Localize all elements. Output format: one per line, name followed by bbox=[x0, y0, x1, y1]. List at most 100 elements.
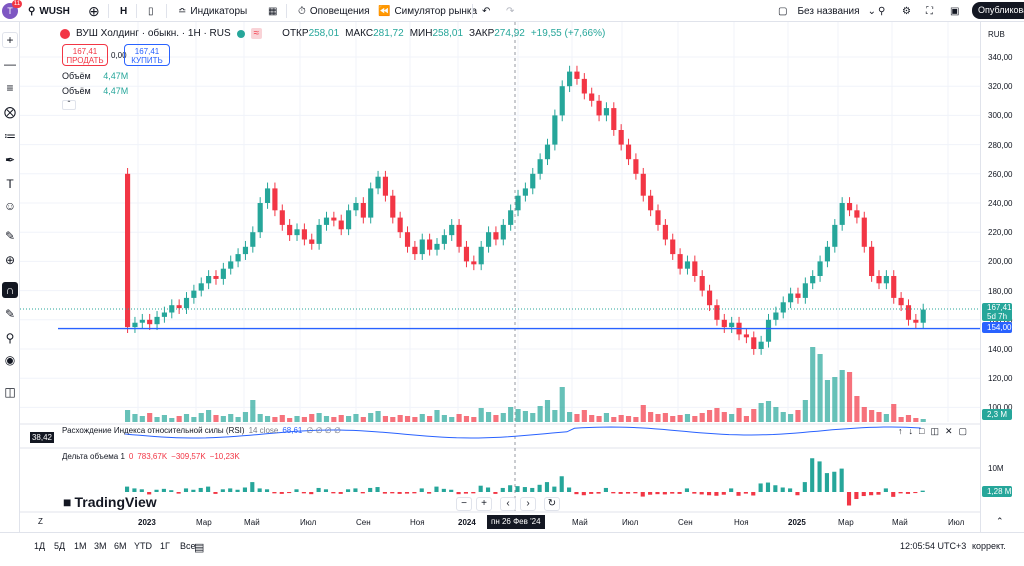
volume-bar bbox=[692, 416, 698, 422]
range-button[interactable]: 3М bbox=[94, 541, 107, 551]
move-down-icon[interactable]: ↓ bbox=[908, 426, 914, 436]
candle-body bbox=[905, 305, 912, 320]
fib-retracement-icon[interactable]: ≡ bbox=[6, 81, 14, 95]
indicators-button[interactable]: ≏ Индикаторы bbox=[178, 3, 247, 19]
magnet-icon[interactable]: ∩ bbox=[2, 282, 18, 298]
delta-bar bbox=[743, 492, 748, 494]
range-button[interactable]: 5Д bbox=[54, 541, 66, 551]
zoom-in-icon[interactable]: ⊕ bbox=[4, 253, 16, 267]
volume-legend-1[interactable]: Объём 4,47M bbox=[62, 71, 128, 81]
publish-button[interactable]: Опубликовать bbox=[972, 2, 1024, 19]
trend-line-icon[interactable]: — bbox=[4, 57, 16, 71]
zoom-out-button[interactable]: − bbox=[456, 497, 472, 511]
notification-badge: 11 bbox=[12, 0, 22, 8]
redo-icon[interactable]: ↷ bbox=[506, 5, 515, 17]
delta-bar bbox=[390, 492, 395, 494]
candle-body bbox=[463, 246, 470, 262]
interval-button[interactable]: Н bbox=[120, 5, 128, 17]
range-button[interactable]: 1Г bbox=[160, 541, 170, 551]
delta-bar bbox=[220, 489, 225, 492]
delta-bar bbox=[846, 492, 852, 506]
ruler-icon[interactable]: ✎ bbox=[4, 229, 16, 243]
volume-bar bbox=[235, 417, 241, 422]
undo-icon[interactable]: ↶ bbox=[482, 5, 491, 17]
emoji-icon[interactable]: ☺ bbox=[3, 199, 17, 213]
candle-body bbox=[530, 173, 536, 189]
rsi-legend[interactable]: Расхождение Индекса относительной силы (… bbox=[62, 426, 341, 435]
close-pane-icon[interactable]: ✕ bbox=[944, 426, 953, 436]
brush-icon[interactable]: ✒ bbox=[4, 153, 16, 167]
candle-body bbox=[898, 297, 904, 306]
buy-button[interactable]: 167,41 КУПИТЬ bbox=[124, 44, 170, 66]
candle-body bbox=[515, 195, 521, 211]
volume-bar bbox=[471, 417, 477, 422]
trash-icon[interactable]: ◫ bbox=[4, 385, 16, 399]
volume-bar bbox=[788, 414, 794, 422]
alerts-button[interactable]: ⏱ Оповещения bbox=[298, 3, 370, 19]
user-avatar[interactable]: T 11 bbox=[2, 0, 22, 19]
candle-body bbox=[920, 309, 926, 323]
goto-date-icon[interactable]: ▤ bbox=[194, 542, 205, 554]
symbol-search-button[interactable]: ⚲ WUSH bbox=[28, 3, 70, 19]
lock-icon[interactable]: ⚲ bbox=[5, 331, 15, 345]
delta-bar bbox=[176, 492, 181, 494]
maximize-pane-icon[interactable]: □ bbox=[919, 426, 925, 436]
delete-pane-icon[interactable]: ◫ bbox=[930, 426, 939, 436]
text-icon[interactable]: T bbox=[6, 177, 14, 191]
symbol-title[interactable]: ВУШ Холдинг · обыкн. · 1H · RUS bbox=[76, 28, 231, 39]
sell-button[interactable]: 167,41 ПРОДАТЬ bbox=[62, 44, 108, 66]
range-button[interactable]: 1М bbox=[74, 541, 87, 551]
delta-bar bbox=[729, 488, 734, 492]
volume-bar bbox=[412, 417, 418, 422]
price-chart[interactable] bbox=[20, 22, 980, 532]
collapse-pane-icon[interactable]: ▢ bbox=[958, 426, 968, 436]
replay-button[interactable]: ⏪ Симулятор рынка bbox=[378, 3, 477, 19]
collapse-legend-icon[interactable]: ˆ bbox=[62, 100, 76, 110]
delta-v1: 783,67K bbox=[137, 452, 168, 461]
volume-bar bbox=[169, 418, 175, 422]
pattern-icon[interactable]: ⨂ bbox=[4, 105, 16, 119]
projection-icon[interactable]: ≔ bbox=[4, 129, 16, 143]
compare-plus-icon[interactable]: ⊕ bbox=[88, 2, 100, 19]
camera-icon[interactable]: ▣ bbox=[950, 5, 960, 17]
lock-drawing-icon[interactable]: ✎ bbox=[4, 307, 16, 321]
quick-search-icon[interactable]: ⚲ bbox=[878, 5, 886, 17]
reset-chart-button[interactable]: ↻ bbox=[544, 497, 560, 511]
volume-bar bbox=[913, 418, 919, 422]
delta-v2: −309,57K bbox=[171, 452, 206, 461]
delta-bar bbox=[692, 492, 697, 494]
auto-scale-icon[interactable]: ⌃ bbox=[996, 516, 1004, 526]
range-button[interactable]: 1Д bbox=[34, 541, 46, 551]
fullscreen-icon[interactable]: ⛶ bbox=[926, 5, 933, 17]
delta-bar bbox=[706, 492, 712, 496]
candle-body bbox=[729, 322, 735, 328]
volume-value: 4,47M bbox=[103, 71, 129, 81]
session-mode[interactable]: коррект. bbox=[972, 541, 1006, 551]
price-axis[interactable] bbox=[980, 22, 1024, 532]
candle-body bbox=[441, 235, 447, 244]
range-button[interactable]: 6М bbox=[114, 541, 127, 551]
scroll-left-button[interactable]: ‹ bbox=[500, 497, 516, 511]
volume-bar bbox=[537, 406, 543, 422]
crosshair-icon[interactable]: + bbox=[2, 32, 18, 48]
range-button[interactable]: Все bbox=[180, 541, 196, 551]
volume-bar bbox=[434, 410, 440, 422]
volume-legend-2[interactable]: Объём 4,47M bbox=[62, 86, 128, 96]
volume-bar bbox=[817, 354, 823, 422]
scroll-right-button[interactable]: › bbox=[520, 497, 536, 511]
volume-bar bbox=[309, 414, 315, 422]
move-up-icon[interactable]: ↑ bbox=[898, 426, 903, 436]
clock-label[interactable]: 12:05:54 UTC+3 bbox=[900, 541, 967, 551]
range-button[interactable]: YTD bbox=[134, 541, 152, 551]
zoom-in-button[interactable]: + bbox=[476, 497, 492, 511]
templates-grid-icon[interactable]: ▦ bbox=[268, 5, 278, 17]
tradingview-logo[interactable]: ■ TradingView bbox=[63, 494, 157, 510]
settings-gear-icon[interactable]: ⚙ bbox=[902, 5, 911, 17]
eye-icon[interactable]: ◉ bbox=[4, 353, 16, 367]
volume-bar bbox=[544, 400, 551, 422]
currency-label[interactable]: RUB bbox=[988, 30, 1005, 39]
layout-menu-button[interactable]: ▢ Без названия ⌄ bbox=[778, 3, 876, 19]
timezone-z-icon[interactable]: Z bbox=[38, 517, 43, 526]
delta-legend[interactable]: Дельта объема 1 0 783,67K −309,57K −10,2… bbox=[62, 452, 240, 461]
candle-type-icon[interactable]: ▯ bbox=[148, 5, 154, 17]
